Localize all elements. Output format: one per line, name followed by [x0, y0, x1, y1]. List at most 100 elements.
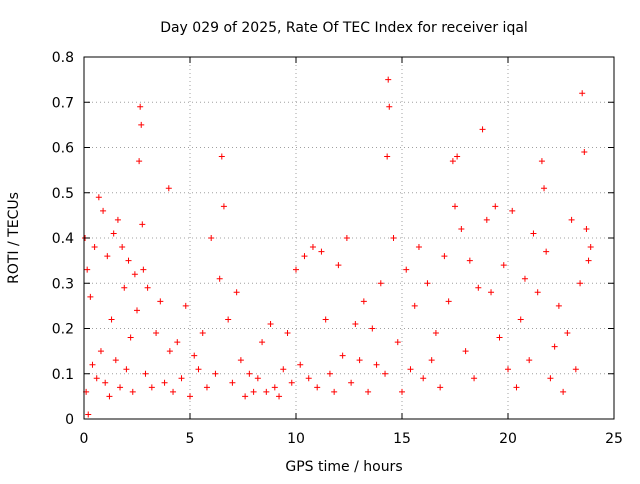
- data-point: [369, 325, 376, 332]
- data-point: [242, 393, 249, 400]
- y-axis-label: ROTI / TECUs: [6, 192, 22, 284]
- chart-title: Day 029 of 2025, Rate Of TEC Index for r…: [160, 20, 528, 36]
- data-point: [551, 343, 558, 350]
- data-point: [572, 366, 579, 373]
- data-point: [233, 289, 240, 296]
- data-point: [509, 207, 516, 214]
- data-point: [301, 253, 308, 260]
- data-point: [500, 262, 507, 269]
- data-point: [309, 244, 316, 251]
- data-point: [119, 244, 126, 251]
- data-point: [142, 370, 149, 377]
- data-point: [579, 90, 586, 97]
- data-point: [583, 225, 590, 232]
- data-point: [445, 298, 452, 305]
- data-point: [420, 375, 427, 382]
- data-point: [564, 330, 571, 337]
- data-point: [534, 289, 541, 296]
- data-point: [326, 370, 333, 377]
- data-point: [356, 357, 363, 364]
- data-point: [373, 361, 380, 368]
- data-point: [97, 348, 104, 355]
- y-tick-label: 0.6: [52, 141, 74, 157]
- data-point: [293, 266, 299, 273]
- data-point: [322, 316, 329, 323]
- data-point: [541, 185, 548, 192]
- data-point: [148, 384, 155, 391]
- data-point: [131, 271, 138, 278]
- y-tick-label: 0.3: [52, 276, 74, 292]
- data-point: [153, 330, 160, 337]
- data-point: [263, 388, 270, 395]
- data-point: [475, 284, 482, 291]
- data-point: [140, 266, 147, 273]
- data-point: [424, 280, 431, 287]
- data-point: [496, 334, 503, 341]
- data-point: [492, 203, 499, 210]
- data-point: [174, 339, 181, 346]
- data-point: [267, 320, 274, 327]
- data-point: [95, 194, 102, 201]
- data-point: [428, 357, 435, 364]
- data-point: [288, 379, 295, 386]
- y-tick-label: 0.2: [52, 322, 74, 338]
- y-tick-label: 0: [65, 412, 74, 428]
- data-point: [114, 216, 121, 223]
- data-point: [280, 366, 287, 373]
- data-point: [488, 289, 495, 296]
- data-point: [106, 393, 113, 400]
- data-point: [259, 339, 266, 346]
- data-point: [137, 103, 144, 110]
- data-point: [335, 262, 342, 269]
- data-point: [386, 103, 393, 110]
- data-point: [297, 361, 304, 368]
- data-point: [170, 388, 177, 395]
- x-axis-label: GPS time / hours: [285, 459, 402, 475]
- data-point: [165, 185, 172, 192]
- data-point: [454, 153, 461, 160]
- data-point: [157, 298, 164, 305]
- data-point: [331, 388, 338, 395]
- data-point: [384, 153, 391, 160]
- data-point: [93, 375, 100, 382]
- data-point: [471, 375, 478, 382]
- data-point: [365, 388, 372, 395]
- data-point: [577, 280, 584, 287]
- data-point: [543, 248, 550, 255]
- data-point: [123, 366, 130, 373]
- data-point: [587, 244, 594, 251]
- y-tick-label: 0.8: [52, 50, 74, 66]
- data-point: [254, 375, 261, 382]
- points-layer: [82, 76, 594, 418]
- data-point: [138, 121, 145, 128]
- data-point: [100, 207, 107, 214]
- x-tick-label: 0: [80, 431, 89, 447]
- data-point: [385, 76, 392, 83]
- data-point: [360, 298, 367, 305]
- data-point: [246, 370, 253, 377]
- x-tick-label: 15: [393, 431, 411, 447]
- data-point: [449, 158, 456, 165]
- data-point: [526, 357, 533, 364]
- data-point: [144, 284, 151, 291]
- data-point: [108, 316, 115, 323]
- y-tick-label: 0.1: [52, 367, 74, 383]
- data-point: [129, 388, 136, 395]
- data-point: [182, 302, 189, 309]
- data-point: [403, 266, 410, 273]
- data-point: [112, 357, 119, 364]
- data-point: [136, 158, 143, 165]
- data-point: [390, 235, 397, 241]
- data-point: [441, 253, 448, 260]
- data-point: [87, 293, 94, 300]
- data-point: [91, 244, 98, 251]
- data-point: [483, 216, 490, 223]
- data-point: [237, 357, 244, 364]
- data-point: [199, 330, 206, 337]
- data-point: [117, 384, 124, 391]
- data-point: [89, 361, 96, 368]
- data-point: [276, 393, 283, 400]
- data-point: [178, 375, 185, 382]
